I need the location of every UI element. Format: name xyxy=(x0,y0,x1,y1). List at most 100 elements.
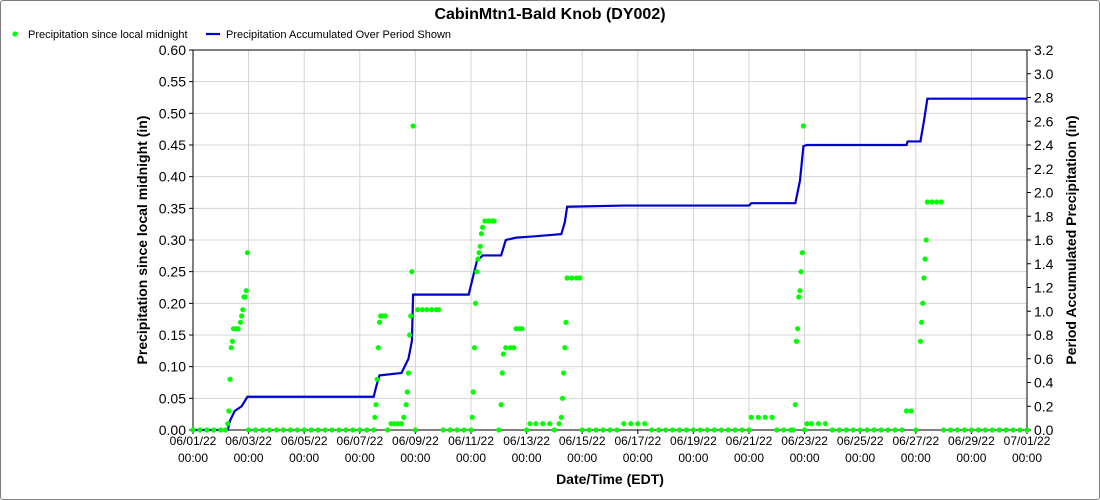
y-tick-label-left: 0.40 xyxy=(159,169,186,185)
daily-point xyxy=(711,427,717,433)
daily-point xyxy=(941,427,947,433)
daily-point xyxy=(762,414,768,420)
daily-point xyxy=(642,421,648,427)
daily-point xyxy=(920,300,926,306)
daily-point xyxy=(938,199,944,205)
x-tick-label-date: 06/13/22 xyxy=(503,434,550,448)
y-tick-label-left: 0.45 xyxy=(159,137,186,153)
daily-point xyxy=(836,427,842,433)
x-tick-label-time: 00:00 xyxy=(956,451,986,465)
legend-label-accum: Precipitation Accumulated Over Period Sh… xyxy=(226,29,451,41)
daily-point xyxy=(790,427,796,433)
daily-point xyxy=(577,275,583,281)
daily-point xyxy=(475,256,481,262)
daily-point xyxy=(697,427,703,433)
daily-point xyxy=(364,427,370,433)
x-tick-label-time: 00:00 xyxy=(567,451,597,465)
daily-point xyxy=(315,427,321,433)
daily-point xyxy=(498,402,504,408)
daily-point xyxy=(799,250,805,256)
daily-point xyxy=(669,427,676,433)
daily-point xyxy=(559,395,566,401)
daily-point xyxy=(499,370,505,376)
daily-point xyxy=(600,427,606,433)
daily-point xyxy=(558,414,564,420)
daily-point xyxy=(409,269,415,275)
daily-point xyxy=(440,427,446,433)
daily-point xyxy=(301,427,307,433)
daily-point xyxy=(540,421,546,427)
daily-point xyxy=(308,427,314,433)
daily-point xyxy=(961,427,968,433)
y-tick-label-right: 1.4 xyxy=(1034,256,1054,272)
daily-point xyxy=(419,307,425,313)
daily-point xyxy=(229,338,235,344)
x-tick-label-time: 00:00 xyxy=(234,451,264,465)
daily-point xyxy=(343,427,349,433)
daily-point xyxy=(929,199,935,205)
x-axis-label: Date/Time (EDT) xyxy=(556,471,664,487)
daily-point xyxy=(563,319,569,325)
daily-point xyxy=(357,427,363,433)
x-tick-label-date: 06/27/22 xyxy=(892,434,939,448)
y-axis-left-label: Precipitation since local midnight (in) xyxy=(134,116,150,365)
daily-point xyxy=(892,427,898,433)
y-tick-label-left: 0.30 xyxy=(159,232,186,248)
y-axis-right: 0.0 0.2 0.4 0.6 0.8 1.0 1.2 1.4 1.6 1.8 2.0 2.2 2.4 2… xyxy=(1027,42,1054,438)
x-tick-label-time: 00:00 xyxy=(1012,451,1042,465)
daily-point xyxy=(843,427,849,433)
y-tick-label-right: 1.6 xyxy=(1034,232,1054,248)
y-tick-label-right: 2.8 xyxy=(1034,90,1054,106)
daily-point xyxy=(621,421,627,427)
daily-point xyxy=(628,421,634,427)
daily-point xyxy=(593,427,599,433)
daily-point xyxy=(649,427,655,433)
daily-point xyxy=(429,307,435,313)
x-tick-label-date: 06/23/22 xyxy=(781,434,828,448)
daily-point xyxy=(336,427,342,433)
daily-point xyxy=(982,427,988,433)
daily-point xyxy=(259,427,266,433)
daily-point xyxy=(476,250,482,256)
daily-point xyxy=(474,269,480,275)
daily-point xyxy=(266,427,273,433)
x-tick-label-time: 00:00 xyxy=(734,451,764,465)
daily-point xyxy=(471,345,478,351)
daily-point xyxy=(683,427,690,433)
series-daily xyxy=(190,123,1030,433)
daily-point xyxy=(374,376,380,382)
x-tick-label-time: 00:00 xyxy=(178,451,208,465)
daily-point xyxy=(989,427,995,433)
y-tick-label-right: 2.4 xyxy=(1034,137,1054,153)
x-tick-label-time: 00:00 xyxy=(790,451,820,465)
daily-point xyxy=(921,275,927,281)
x-tick-label-date: 06/29/22 xyxy=(948,434,995,448)
y-tick-label-left: 0.55 xyxy=(159,74,186,90)
daily-point xyxy=(243,288,249,294)
daily-point xyxy=(401,414,407,420)
y-tick-label-left: 0.50 xyxy=(159,105,186,121)
daily-point xyxy=(614,427,620,433)
daily-point xyxy=(878,427,884,433)
daily-point xyxy=(923,237,929,243)
daily-point xyxy=(415,307,421,313)
x-tick-label-time: 00:00 xyxy=(512,451,542,465)
x-tick-label-time: 00:00 xyxy=(289,451,319,465)
daily-point xyxy=(329,427,335,433)
y-tick-label-right: 0.8 xyxy=(1034,327,1054,343)
daily-point xyxy=(922,256,928,262)
x-tick-label-time: 00:00 xyxy=(678,451,708,465)
daily-point xyxy=(412,427,418,433)
y-tick-label-right: 1.2 xyxy=(1034,280,1054,296)
daily-point xyxy=(461,427,467,433)
y-axis-right-label: Period Accumulated Precipitation (in) xyxy=(1063,115,1079,364)
daily-point xyxy=(385,427,391,433)
daily-point xyxy=(732,427,738,433)
daily-point xyxy=(398,421,405,427)
daily-point xyxy=(273,427,279,433)
daily-point xyxy=(1010,427,1016,433)
daily-point xyxy=(556,421,562,427)
daily-point xyxy=(746,427,752,433)
daily-point xyxy=(793,338,800,344)
daily-point xyxy=(533,421,539,427)
